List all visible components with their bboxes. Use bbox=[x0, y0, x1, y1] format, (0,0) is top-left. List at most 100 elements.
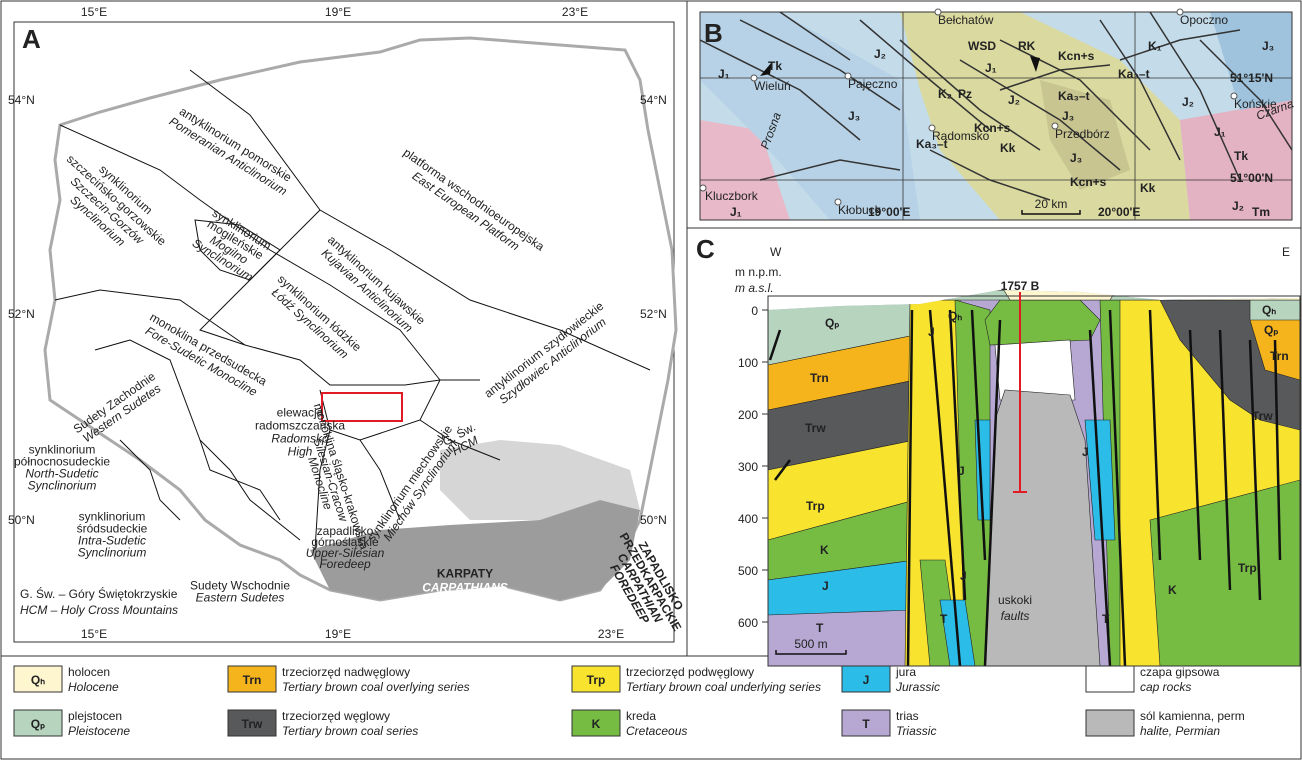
unit-label: J bbox=[822, 579, 829, 593]
map-b bbox=[700, 12, 1292, 220]
y-tick-label: 300 bbox=[738, 460, 758, 474]
site-label: RK bbox=[1018, 39, 1036, 53]
longitude-label: 19°E bbox=[325, 5, 351, 19]
unit-label: Qₚ bbox=[1264, 323, 1278, 337]
town-label: Opoczno bbox=[1180, 13, 1228, 27]
region-line: CARPATHIANS bbox=[422, 580, 508, 594]
geology-unit: J₂ bbox=[1008, 93, 1020, 107]
axis-label: m n.p.m. bbox=[735, 265, 782, 279]
y-tick-label: 100 bbox=[738, 356, 758, 370]
legend-text: kreda bbox=[626, 709, 656, 723]
legend-swatch bbox=[1086, 710, 1134, 736]
figure: A15°E15°E19°E19°E23°E23°E54°N54°N52°N52°… bbox=[0, 0, 1302, 760]
geology-unit: J₁ bbox=[985, 61, 997, 75]
geology-unit: J₂ bbox=[1232, 199, 1244, 213]
borehole-label: 1757 B bbox=[1001, 279, 1040, 293]
site-label: WSD bbox=[968, 39, 996, 53]
direction-label: W bbox=[770, 245, 782, 259]
longitude-label: 15°E bbox=[81, 5, 107, 19]
unit-label: Qₕ bbox=[948, 309, 962, 323]
panel-letter: A bbox=[22, 24, 41, 54]
geology-unit: Kcn+s bbox=[1058, 49, 1095, 63]
unit-label: J bbox=[928, 325, 935, 339]
legend-symbol: Qₚ bbox=[31, 717, 45, 731]
unit-label: Trp bbox=[1238, 561, 1257, 575]
y-tick-label: 0 bbox=[751, 304, 758, 318]
legend-text: trzeciorzęd nadwęglowy bbox=[282, 665, 410, 679]
legend-text: Jurassic bbox=[895, 680, 940, 694]
legend-symbol: T bbox=[862, 717, 870, 731]
unit-label: Trw bbox=[805, 421, 826, 435]
geology-unit: J₂ bbox=[1182, 95, 1194, 109]
legend-text: Tertiary brown coal underlying series bbox=[626, 680, 821, 694]
geology-unit: Pz bbox=[958, 87, 972, 101]
legend-text: trzeciorzęd węglowy bbox=[282, 709, 390, 723]
unit-label: J bbox=[960, 569, 967, 583]
fault-label: faults bbox=[1001, 609, 1030, 623]
cross-section bbox=[768, 280, 1300, 670]
latitude-label: 50°N bbox=[8, 513, 35, 527]
region-line: Synclinorium bbox=[78, 546, 147, 560]
unit-label: Trn bbox=[1270, 349, 1289, 363]
town-label: Przedbórz bbox=[1055, 127, 1110, 141]
longitude-label: 20°00'E bbox=[1098, 205, 1140, 219]
longitude-label: 15°E bbox=[81, 627, 107, 641]
y-tick-label: 400 bbox=[738, 512, 758, 526]
legend-swatch bbox=[1086, 666, 1134, 692]
legend-text: Tertiary brown coal overlying series bbox=[282, 680, 470, 694]
geology-unit: J₁ bbox=[718, 67, 730, 81]
map-note: G. Św. – Góry Świętokrzyskie bbox=[20, 586, 178, 601]
fault-label: uskoki bbox=[998, 593, 1032, 607]
legend-symbol: Trn bbox=[243, 673, 262, 687]
geology-unit: Ka₃–t bbox=[1058, 89, 1090, 103]
unit-label: J bbox=[1082, 445, 1089, 459]
panel-letter: B bbox=[704, 18, 723, 48]
geology-unit: Kcn+s bbox=[974, 121, 1011, 135]
unit-label: K bbox=[1168, 583, 1177, 597]
legend-symbol: Qₕ bbox=[31, 673, 45, 687]
geology-unit: J₃ bbox=[1070, 151, 1082, 165]
geology-unit: J₂ bbox=[874, 47, 886, 61]
region-line: High bbox=[288, 445, 313, 459]
geology-unit: Kcn+s bbox=[1070, 175, 1107, 189]
geology-unit: Ka₃–t bbox=[1118, 67, 1150, 81]
legend-text: trias bbox=[896, 709, 919, 723]
geology-unit: Tm bbox=[1252, 205, 1270, 219]
legend-text: cap rocks bbox=[1140, 680, 1191, 694]
town-label: Pajęczno bbox=[848, 77, 898, 91]
unit-label: Trp bbox=[806, 499, 825, 513]
latitude-label: 54°N bbox=[8, 93, 35, 107]
legend-text: halite, Permian bbox=[1140, 724, 1220, 738]
region-line: KARPATY bbox=[437, 566, 493, 580]
unit-label: Trw bbox=[1252, 409, 1273, 423]
legend-symbol: Trw bbox=[242, 717, 263, 731]
geology-unit: Tk bbox=[1234, 149, 1248, 163]
legend-text: trzeciorzęd podwęglowy bbox=[626, 665, 754, 679]
unit-label: J bbox=[958, 464, 965, 478]
region-line: Eastern Sudetes bbox=[196, 591, 285, 605]
scale-label: 20 km bbox=[1035, 197, 1068, 211]
latitude-label: 50°N bbox=[640, 513, 667, 527]
longitude-label: 23°E bbox=[562, 5, 588, 19]
legend-text: Cretaceous bbox=[626, 724, 687, 738]
direction-label: E bbox=[1282, 245, 1290, 259]
y-tick-label: 200 bbox=[738, 408, 758, 422]
legend-text: Tertiary brown coal series bbox=[282, 724, 418, 738]
geology-unit: J₃ bbox=[1262, 39, 1274, 53]
map-note: HCM – Holy Cross Mountains bbox=[20, 603, 178, 617]
unit-label: Qₕ bbox=[1262, 303, 1276, 317]
geology-unit: J₁ bbox=[1214, 125, 1226, 139]
y-tick-label: 600 bbox=[738, 616, 758, 630]
geology-unit: K₁ bbox=[1148, 39, 1162, 53]
town-label: Wieluń bbox=[754, 79, 791, 93]
unit-label: T bbox=[940, 612, 948, 626]
geology-unit: J₁ bbox=[730, 205, 742, 219]
axis-label: m a.s.l. bbox=[735, 281, 774, 295]
unit-label: Qₚ bbox=[825, 316, 839, 330]
panel-letter: C bbox=[696, 234, 715, 264]
legend-text: czapa gipsowa bbox=[1140, 665, 1220, 679]
town-label: Kluczbork bbox=[705, 189, 759, 203]
latitude-label: 52°N bbox=[640, 307, 667, 321]
legend-text: Triassic bbox=[896, 724, 936, 738]
legend-symbol: K bbox=[592, 717, 601, 731]
